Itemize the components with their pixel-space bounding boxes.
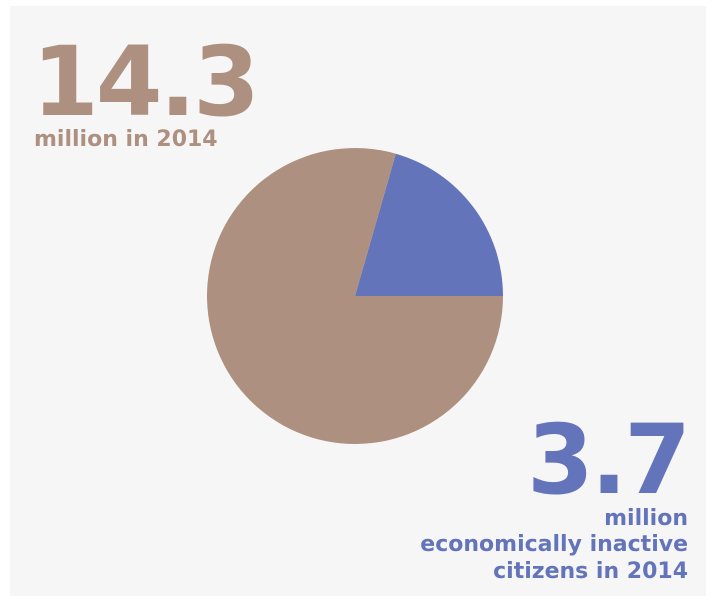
secondary-caption-line2: economically inactive — [420, 532, 688, 558]
secondary-value: 3.7 — [526, 404, 691, 516]
secondary-caption: million economically inactive citizens i… — [420, 506, 688, 585]
pie-slice-2 — [206, 148, 503, 445]
primary-value: 14.3 — [32, 26, 260, 138]
secondary-caption-line1: million — [604, 506, 688, 531]
secondary-caption-line3: citizens in 2014 — [493, 558, 688, 584]
pie-chart — [206, 148, 503, 445]
chart-panel: 14.3 million in 2014 3.7 million economi… — [10, 6, 706, 596]
primary-caption: million in 2014 — [34, 127, 218, 152]
pie-slice-1 — [355, 153, 503, 296]
